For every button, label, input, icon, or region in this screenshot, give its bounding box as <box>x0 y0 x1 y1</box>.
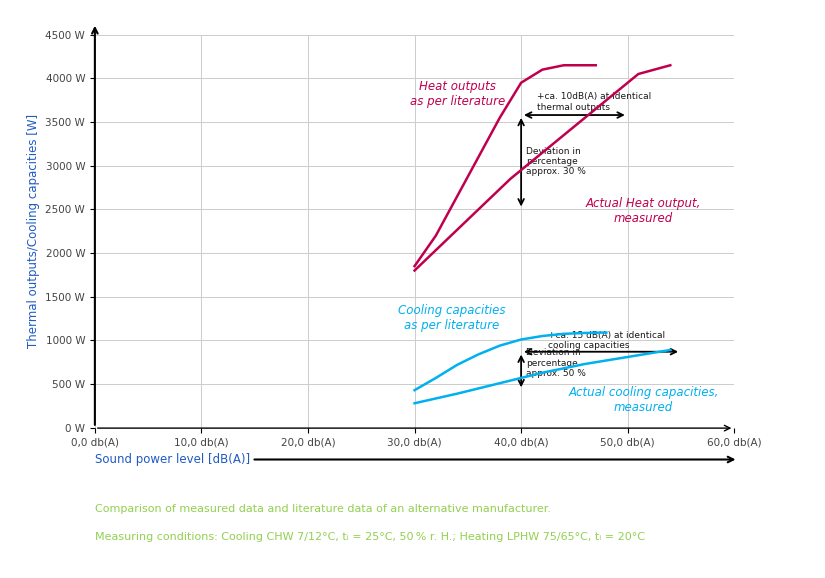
Text: Deviation in
percentage
approx. 30 %: Deviation in percentage approx. 30 % <box>526 147 587 176</box>
Text: +ca. 10dB(A) at identical
thermal outputs: +ca. 10dB(A) at identical thermal output… <box>537 92 652 112</box>
Text: Sound power level [dB(A)]: Sound power level [dB(A)] <box>95 453 250 466</box>
Text: Actual cooling capacities,
measured: Actual cooling capacities, measured <box>568 386 719 414</box>
Text: Actual Heat output,
measured: Actual Heat output, measured <box>586 198 701 225</box>
Text: Measuring conditions: Cooling CHW 7/12°C, tᵢ = 25°C, 50 % r. H.; Heating LPHW 75: Measuring conditions: Cooling CHW 7/12°C… <box>95 532 645 542</box>
Text: +ca. 15 dB(A) at identical
cooling capacities: +ca. 15 dB(A) at identical cooling capac… <box>548 331 665 350</box>
Text: Heat outputs
as per literature: Heat outputs as per literature <box>409 80 505 108</box>
Text: Comparison of measured data and literature data of an alternative manufacturer.: Comparison of measured data and literatu… <box>95 503 551 513</box>
Y-axis label: Thermal outputs/Cooling capacities [W]: Thermal outputs/Cooling capacities [W] <box>27 114 40 349</box>
Text: Cooling capacities
as per literature: Cooling capacities as per literature <box>398 304 506 332</box>
Text: Deviation in
percentage
approx. 50 %: Deviation in percentage approx. 50 % <box>526 349 587 378</box>
